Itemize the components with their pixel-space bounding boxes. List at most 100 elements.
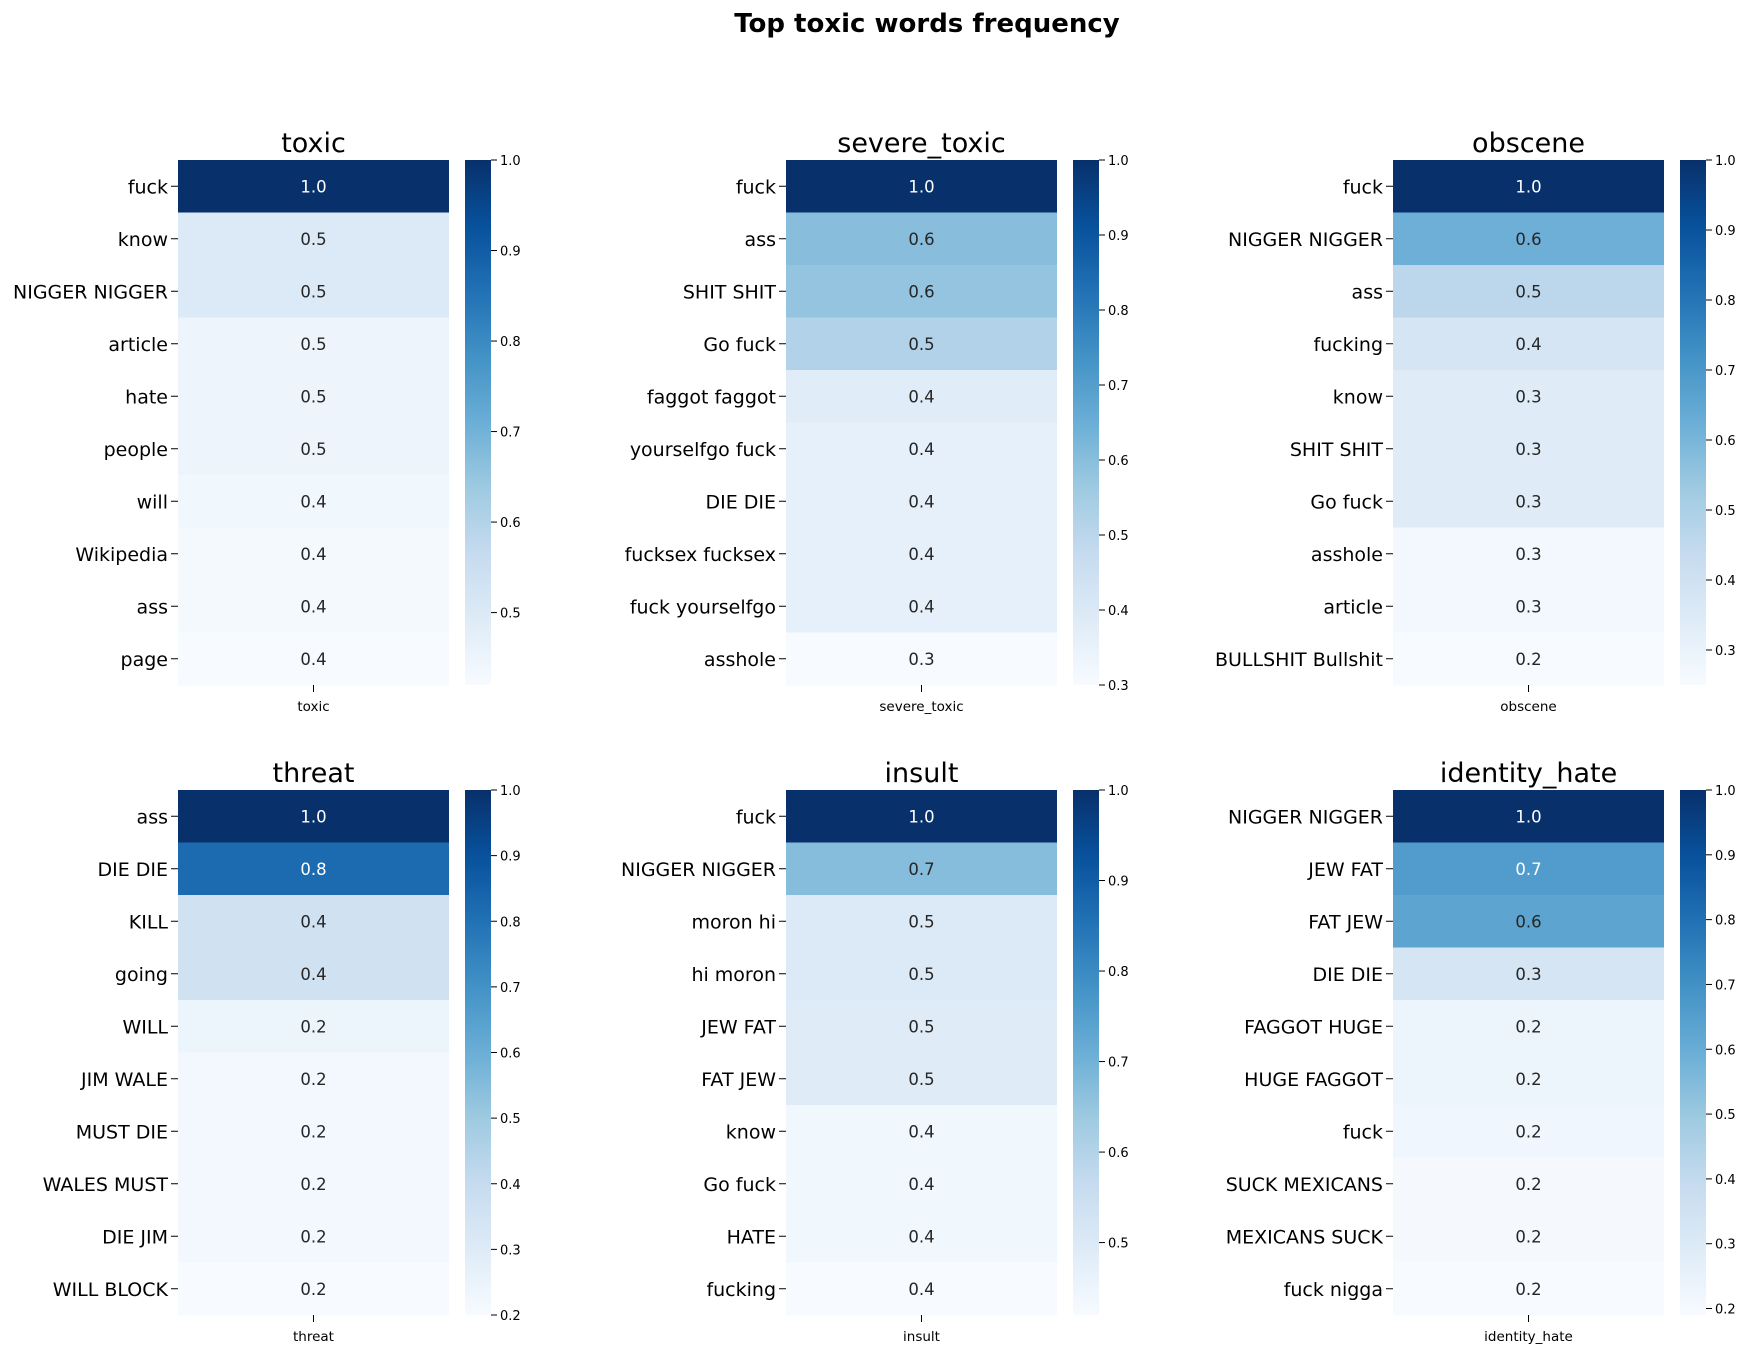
y-tick-label: DIE DIE xyxy=(97,859,168,881)
cell-value-label: 0.4 xyxy=(908,387,934,406)
cell-value-label: 0.7 xyxy=(1515,860,1541,879)
y-tick-label: moron hi xyxy=(691,911,776,933)
y-tick-label: fucksex fucksex xyxy=(625,544,776,566)
y-tick-label: fuck xyxy=(1343,1121,1383,1143)
y-tick-label: HATE xyxy=(727,1226,776,1248)
heatmap-cell xyxy=(786,842,1057,896)
y-tick-label: Go fuck xyxy=(1310,491,1383,513)
colorbar-tick-label: 0.2 xyxy=(1715,1303,1736,1318)
heatmap-cell xyxy=(178,1000,449,1053)
y-tick-label: MUST DIE xyxy=(76,1121,168,1143)
y-tick-label: DIE JIM xyxy=(102,1226,168,1248)
heatmap-cell xyxy=(1393,160,1664,213)
y-tick-label: ass xyxy=(137,806,168,828)
cell-value-label: 0.5 xyxy=(300,387,326,406)
colorbar-tick-label: 0.4 xyxy=(1715,1173,1736,1188)
colorbar-tick-label: 0.9 xyxy=(1715,224,1736,239)
heatmap-cell xyxy=(786,265,1057,318)
colorbar-tick-label: 0.8 xyxy=(1715,914,1736,929)
y-tick-label: know xyxy=(118,229,168,251)
y-tick-label: KILL xyxy=(129,911,169,933)
y-tick-label: DIE DIE xyxy=(1312,964,1383,986)
heatmap-insult: insult 1.0 fuck 0.7 NIGGER NIGGER 0.5 moron hi… xyxy=(621,758,1129,1345)
colorbar xyxy=(1073,790,1099,1315)
y-tick-label: hate xyxy=(125,386,168,408)
y-tick-label: FAT JEW xyxy=(701,1069,776,1091)
cell-value-label: 0.2 xyxy=(300,1122,326,1141)
colorbar xyxy=(465,160,491,685)
heatmap-cell xyxy=(1393,790,1664,843)
y-tick-label: ass xyxy=(1352,281,1383,303)
colorbar-tick-label: 0.3 xyxy=(1715,644,1736,659)
heatmap-cell xyxy=(1393,265,1664,318)
heatmap-cell xyxy=(786,160,1057,213)
cell-value-label: 0.3 xyxy=(908,650,934,669)
heatmap-cell xyxy=(786,580,1057,633)
colorbar-tick-label: 0.6 xyxy=(500,1047,521,1062)
y-tick-label: JEW FAT xyxy=(1307,859,1383,881)
x-tick-label: identity_hate xyxy=(1484,1329,1573,1345)
colorbar xyxy=(1680,790,1706,1315)
cell-value-label: 1.0 xyxy=(1515,807,1541,826)
y-tick-label: faggot faggot xyxy=(647,386,776,408)
heatmap-cell xyxy=(1393,422,1664,476)
x-tick-label: obscene xyxy=(1500,699,1556,715)
colorbar-tick-label: 0.7 xyxy=(1715,978,1736,993)
heatmap-cell xyxy=(178,160,449,213)
cell-value-label: 0.6 xyxy=(1515,230,1541,249)
x-tick-label: toxic xyxy=(297,699,329,715)
cell-value-label: 0.5 xyxy=(300,440,326,459)
colorbar-tick-label: 0.6 xyxy=(1108,1146,1129,1161)
heatmap-cell xyxy=(1393,632,1664,686)
cell-value-label: 1.0 xyxy=(1515,177,1541,196)
heatmap-cell xyxy=(786,895,1057,948)
colorbar-tick-label: 0.4 xyxy=(1108,604,1129,619)
y-tick-label: Wikipedia xyxy=(75,544,168,566)
colorbar-tick-label: 0.7 xyxy=(1108,379,1129,394)
colorbar-tick-label: 0.7 xyxy=(1715,364,1736,379)
colorbar-tick-label: 0.9 xyxy=(500,245,521,260)
heatmap-cell xyxy=(1393,895,1664,948)
heatmap-cell xyxy=(1393,842,1664,896)
cell-value-label: 0.4 xyxy=(908,597,934,616)
colorbar-tick-label: 0.5 xyxy=(1108,529,1129,544)
colorbar xyxy=(465,790,491,1315)
heatmap-cell xyxy=(178,370,449,423)
heatmap-cell xyxy=(786,475,1057,528)
heatmap-cell xyxy=(1393,527,1664,581)
heatmap-cell xyxy=(786,317,1057,371)
cell-value-label: 1.0 xyxy=(300,807,326,826)
colorbar-tick-label: 0.6 xyxy=(500,516,521,531)
y-tick-label: fuck nigga xyxy=(1284,1279,1383,1301)
heatmap-cell xyxy=(178,422,449,476)
colorbar-tick-label: 0.3 xyxy=(500,1243,521,1258)
colorbar-tick-label: 0.3 xyxy=(1108,679,1129,694)
cell-value-label: 0.4 xyxy=(908,440,934,459)
cell-value-label: 0.2 xyxy=(1515,650,1541,669)
heatmap-severe-toxic: severe_toxic 1.0 fuck 0.6 ass 0.6 SHIT SHIT 0.5… xyxy=(625,128,1129,715)
heatmap-cell xyxy=(178,632,449,686)
heatmap-cell xyxy=(178,265,449,318)
heatmap-identity-hate: identity_hate 1.0 NIGGER NIGGER 0.7 JEW FAT 0… xyxy=(1226,758,1736,1345)
heatmap-title: insult xyxy=(885,758,959,789)
heatmap-cell xyxy=(786,1210,1057,1263)
cell-value-label: 0.2 xyxy=(300,1017,326,1036)
colorbar-tick-label: 0.9 xyxy=(1108,875,1129,890)
colorbar-tick-label: 0.2 xyxy=(500,1309,521,1324)
y-tick-label: Go fuck xyxy=(703,1174,776,1196)
y-tick-label: fucking xyxy=(706,1279,776,1301)
heatmap-toxic: toxic 1.0 fuck 0.5 know 0.5 NIGGER NIGGER 0.5 ar… xyxy=(13,128,521,715)
cell-value-label: 1.0 xyxy=(300,177,326,196)
colorbar-tick-label: 0.6 xyxy=(1108,454,1129,469)
heatmap-cell xyxy=(786,1105,1057,1158)
heatmap-cell xyxy=(786,422,1057,476)
cell-value-label: 0.2 xyxy=(300,1227,326,1246)
heatmap-threat: threat 1.0 ass 0.8 DIE DIE 0.4 KILL 0.4 going 0.2… xyxy=(43,758,521,1345)
heatmap-cell xyxy=(178,947,449,1001)
cell-value-label: 0.5 xyxy=(908,335,934,354)
y-tick-label: fuck xyxy=(736,806,776,828)
cell-value-label: 0.7 xyxy=(908,860,934,879)
heatmap-title: threat xyxy=(273,758,355,789)
colorbar-tick-label: 0.6 xyxy=(1715,1043,1736,1058)
